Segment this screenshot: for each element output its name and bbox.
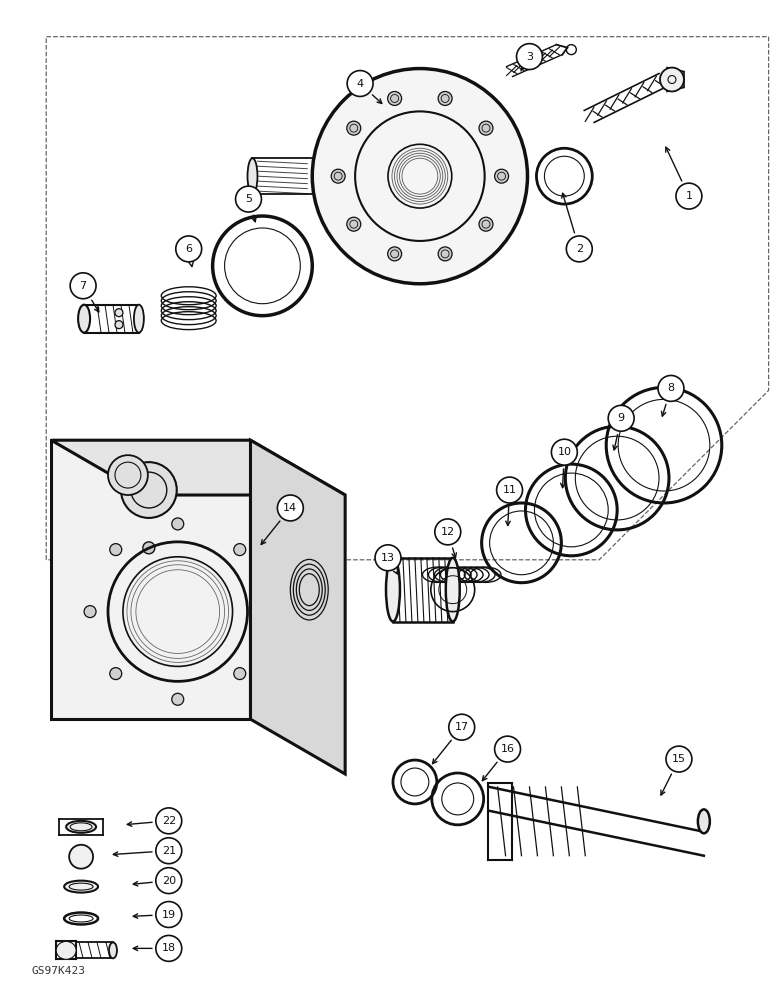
Circle shape xyxy=(121,462,177,518)
Text: 14: 14 xyxy=(283,503,297,513)
Text: 18: 18 xyxy=(161,943,176,953)
Circle shape xyxy=(70,273,96,299)
Text: 3: 3 xyxy=(526,52,533,62)
Polygon shape xyxy=(250,440,345,774)
Circle shape xyxy=(277,495,303,521)
Circle shape xyxy=(660,68,684,91)
Circle shape xyxy=(449,714,475,740)
Text: 12: 12 xyxy=(441,527,455,537)
Circle shape xyxy=(479,121,493,135)
Circle shape xyxy=(234,668,245,680)
Circle shape xyxy=(608,405,634,431)
Circle shape xyxy=(115,309,123,317)
Ellipse shape xyxy=(134,305,144,333)
Circle shape xyxy=(143,542,155,554)
Ellipse shape xyxy=(386,558,400,622)
Circle shape xyxy=(347,217,361,231)
Circle shape xyxy=(110,668,122,680)
Text: 1: 1 xyxy=(686,191,692,201)
Text: 10: 10 xyxy=(557,447,571,457)
Text: 15: 15 xyxy=(672,754,686,764)
Ellipse shape xyxy=(445,558,460,622)
Circle shape xyxy=(156,838,181,864)
Text: 22: 22 xyxy=(161,816,176,826)
Circle shape xyxy=(108,455,148,495)
Circle shape xyxy=(69,845,93,869)
Text: 17: 17 xyxy=(455,722,469,732)
Circle shape xyxy=(496,477,523,503)
Circle shape xyxy=(172,518,184,530)
Circle shape xyxy=(235,186,262,212)
Text: 8: 8 xyxy=(668,383,675,393)
Text: 21: 21 xyxy=(161,846,176,856)
Circle shape xyxy=(676,183,702,209)
Text: GS97K423: GS97K423 xyxy=(32,966,85,976)
Circle shape xyxy=(495,736,520,762)
Circle shape xyxy=(156,808,181,834)
Polygon shape xyxy=(51,440,345,495)
Circle shape xyxy=(516,44,543,70)
Text: 11: 11 xyxy=(503,485,516,495)
Circle shape xyxy=(312,69,527,284)
Circle shape xyxy=(156,868,181,894)
Ellipse shape xyxy=(109,942,117,958)
Text: 7: 7 xyxy=(80,281,86,291)
Circle shape xyxy=(156,902,181,927)
Circle shape xyxy=(388,247,401,261)
Circle shape xyxy=(347,121,361,135)
Circle shape xyxy=(551,439,577,465)
Ellipse shape xyxy=(64,881,98,893)
Circle shape xyxy=(156,935,181,961)
Polygon shape xyxy=(51,440,250,719)
Circle shape xyxy=(331,169,345,183)
Circle shape xyxy=(172,693,184,705)
Ellipse shape xyxy=(56,941,76,959)
Circle shape xyxy=(347,71,373,96)
Ellipse shape xyxy=(66,821,96,833)
Ellipse shape xyxy=(698,809,709,833)
Text: 2: 2 xyxy=(576,244,583,254)
Ellipse shape xyxy=(248,158,258,194)
Text: 5: 5 xyxy=(245,194,252,204)
Text: 16: 16 xyxy=(500,744,515,754)
Circle shape xyxy=(115,321,123,329)
Text: 19: 19 xyxy=(161,910,176,920)
Circle shape xyxy=(438,91,452,105)
Circle shape xyxy=(110,544,122,556)
Text: 20: 20 xyxy=(161,876,176,886)
Circle shape xyxy=(658,375,684,401)
Circle shape xyxy=(234,544,245,556)
Circle shape xyxy=(435,519,461,545)
Circle shape xyxy=(666,746,692,772)
Circle shape xyxy=(438,247,452,261)
Circle shape xyxy=(176,236,201,262)
Circle shape xyxy=(479,217,493,231)
Text: 9: 9 xyxy=(618,413,625,423)
Text: 4: 4 xyxy=(357,79,364,89)
Circle shape xyxy=(375,545,401,571)
Circle shape xyxy=(388,91,401,105)
Text: 6: 6 xyxy=(185,244,192,254)
Ellipse shape xyxy=(78,305,90,333)
Text: 13: 13 xyxy=(381,553,395,563)
Circle shape xyxy=(567,236,592,262)
Circle shape xyxy=(84,606,96,618)
Circle shape xyxy=(495,169,509,183)
